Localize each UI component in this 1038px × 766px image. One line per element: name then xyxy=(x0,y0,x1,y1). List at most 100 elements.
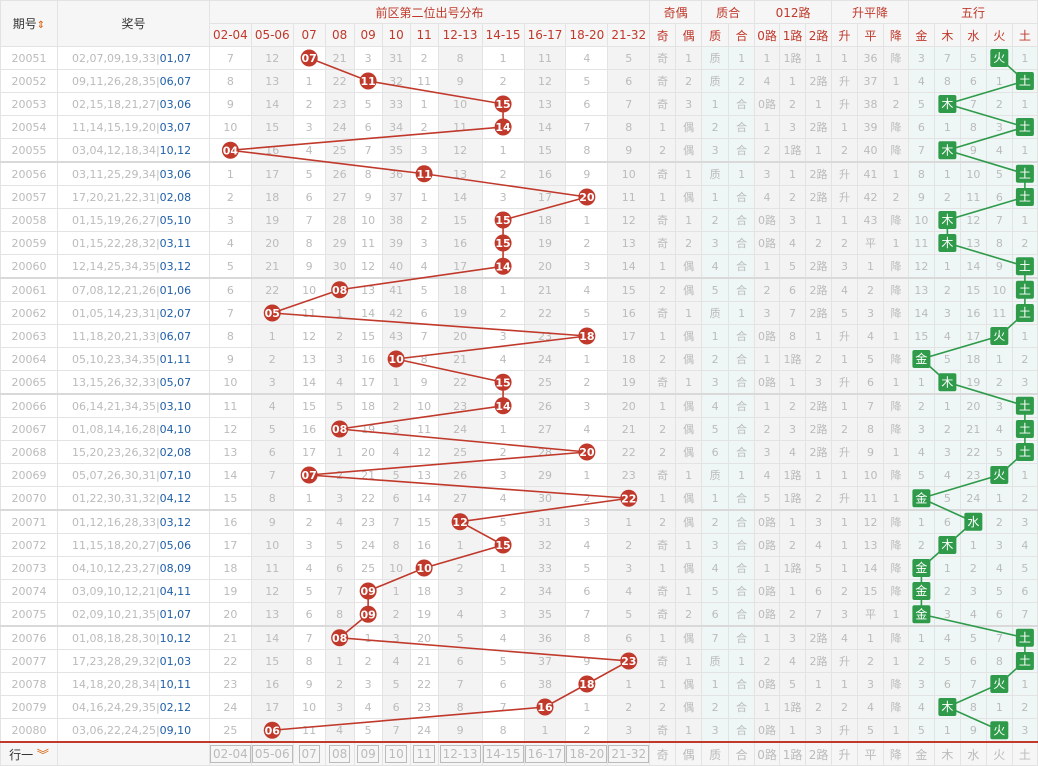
odd-even-cell: 1 xyxy=(649,625,677,650)
dist-miss-cell: 9 xyxy=(565,161,609,186)
road-cell: 2路 xyxy=(805,393,833,418)
footer-element-button[interactable]: 土 xyxy=(1011,741,1038,766)
dist-miss-cell: 21 xyxy=(353,463,383,487)
prime-cell: 3 xyxy=(701,533,730,557)
odd-even-cell: 2 xyxy=(649,347,677,371)
trend-cell: 降 xyxy=(882,556,909,580)
dist-miss-cell: 19 xyxy=(208,579,252,603)
dist-hit-cell xyxy=(481,370,525,395)
period-header[interactable]: 期号⇕ xyxy=(0,0,58,47)
footer-dist-button[interactable]: 16-17 xyxy=(523,741,567,766)
dist-miss-cell: 4 xyxy=(481,347,525,371)
element-cell: 1 xyxy=(985,486,1013,511)
footer-prime-button[interactable]: 合 xyxy=(728,741,756,766)
footer-dist-button[interactable]: 02-04 xyxy=(208,741,252,766)
element-cell: 5 xyxy=(1011,556,1038,580)
footer-road-button[interactable]: 2路 xyxy=(805,741,833,766)
odd-even-cell: 奇 xyxy=(649,533,677,557)
dist-miss-cell: 2 xyxy=(565,486,609,511)
odd-even-cell: 1 xyxy=(649,115,677,139)
element-cell: 1 xyxy=(985,69,1013,93)
dist-miss-cell: 27 xyxy=(324,185,355,209)
trend-cell: 降 xyxy=(882,254,909,279)
element-cell: 5 xyxy=(959,46,987,70)
dist-miss-cell: 1 xyxy=(409,92,439,116)
dist-miss-cell: 8 xyxy=(208,324,252,348)
element-cell: 22 xyxy=(959,440,987,464)
element-cell: 8 xyxy=(959,115,987,139)
road-cell: 2 xyxy=(805,231,833,255)
footer-dist-button[interactable]: 10 xyxy=(381,741,411,766)
dist-miss-cell: 22 xyxy=(250,277,294,302)
road-cell: 6 xyxy=(779,277,807,302)
footer-dist-button[interactable]: 21-32 xyxy=(607,741,651,766)
footer-element-button[interactable]: 木 xyxy=(933,741,961,766)
trend-cell: 6 xyxy=(856,370,884,395)
element-cell: 1 xyxy=(1011,138,1038,163)
dist-hit-cell xyxy=(607,486,651,511)
odd-even-cell: 奇 xyxy=(649,602,677,627)
dist-miss-cell: 7 xyxy=(250,463,294,487)
prize-cell: 02,15,18,21,27|03,06 xyxy=(56,92,210,116)
footer-element-button[interactable]: 火 xyxy=(985,741,1013,766)
dist-miss-cell: 3 xyxy=(481,463,525,487)
trend-cell: 1 xyxy=(856,625,884,650)
footer-road-button[interactable]: 1路 xyxy=(779,741,807,766)
footer-trend-button[interactable]: 降 xyxy=(882,741,909,766)
road-cell: 1路 xyxy=(779,46,807,70)
footer-prime-button[interactable]: 质 xyxy=(701,741,730,766)
footer-dist-button[interactable]: 14-15 xyxy=(481,741,525,766)
element-cell: 1 xyxy=(1011,324,1038,348)
road-cell: 5 xyxy=(779,254,807,279)
footer-label-cell[interactable]: 行一 ︾ xyxy=(0,741,58,766)
element-hit-cell xyxy=(907,556,935,580)
footer-trend-button[interactable]: 升 xyxy=(831,741,858,766)
element-cell: 2 xyxy=(907,393,935,418)
road-cell: 0路 xyxy=(754,718,781,743)
footer-dist-button[interactable]: 18-20 xyxy=(565,741,609,766)
prime-cell: 3 xyxy=(701,138,730,163)
odd-even-cell: 1 xyxy=(675,463,703,487)
dist-miss-cell: 17 xyxy=(292,440,326,464)
footer-dist-button[interactable]: 09 xyxy=(353,741,383,766)
dist-miss-cell: 6 xyxy=(437,649,483,673)
trend-cell: 4 xyxy=(856,695,884,719)
element-cell: 19 xyxy=(959,370,987,395)
prize-cell: 01,15,19,26,27|05,10 xyxy=(56,208,210,232)
element-cell: 18 xyxy=(959,347,987,371)
dist-miss-cell: 32 xyxy=(523,533,567,557)
prime-cell: 1 xyxy=(728,649,756,673)
footer-odd-even-button[interactable]: 奇 xyxy=(649,741,677,766)
road-cell: 8 xyxy=(779,324,807,348)
subheader-dist: 08 xyxy=(324,23,355,47)
trend-cell: 1 xyxy=(831,46,858,70)
footer-element-button[interactable]: 金 xyxy=(907,741,935,766)
separator: | xyxy=(155,143,160,157)
dist-miss-cell: 5 xyxy=(208,254,252,279)
road-cell: 0路 xyxy=(754,208,781,232)
front-numbers: 09,11,26,28,35 xyxy=(71,74,156,88)
back-numbers: 06,07 xyxy=(159,329,192,343)
odd-even-cell: 2 xyxy=(649,138,677,163)
dist-miss-cell: 11 xyxy=(437,115,483,139)
table-row: 20069 05,07,26,30,31|07,10 14 7 2 21 5 13 26 3 29 1… xyxy=(0,463,1038,487)
footer-dist-button[interactable]: 07 xyxy=(292,741,326,766)
footer-road-button[interactable]: 0路 xyxy=(754,741,781,766)
footer-trend-button[interactable]: 平 xyxy=(856,741,884,766)
footer-odd-even-button[interactable]: 偶 xyxy=(675,741,703,766)
sort-icon[interactable]: ⇕ xyxy=(36,20,46,31)
odd-even-cell: 偶 xyxy=(675,556,703,580)
footer-dist-button[interactable]: 11 xyxy=(409,741,439,766)
footer-dist-button[interactable]: 05-06 xyxy=(250,741,294,766)
footer-dist-button[interactable]: 12-13 xyxy=(437,741,483,766)
element-cell: 4 xyxy=(933,324,961,348)
separator: | xyxy=(155,120,160,134)
dist-miss-cell: 6 xyxy=(409,301,439,325)
footer-dist-button[interactable]: 08 xyxy=(324,741,355,766)
back-numbers: 03,12 xyxy=(159,515,192,529)
prime-cell: 2 xyxy=(701,347,730,371)
dist-hit-cell xyxy=(481,533,525,557)
dist-miss-cell: 9 xyxy=(607,138,651,163)
prize-cell: 04,16,24,29,35|02,12 xyxy=(56,695,210,719)
footer-element-button[interactable]: 水 xyxy=(959,741,987,766)
